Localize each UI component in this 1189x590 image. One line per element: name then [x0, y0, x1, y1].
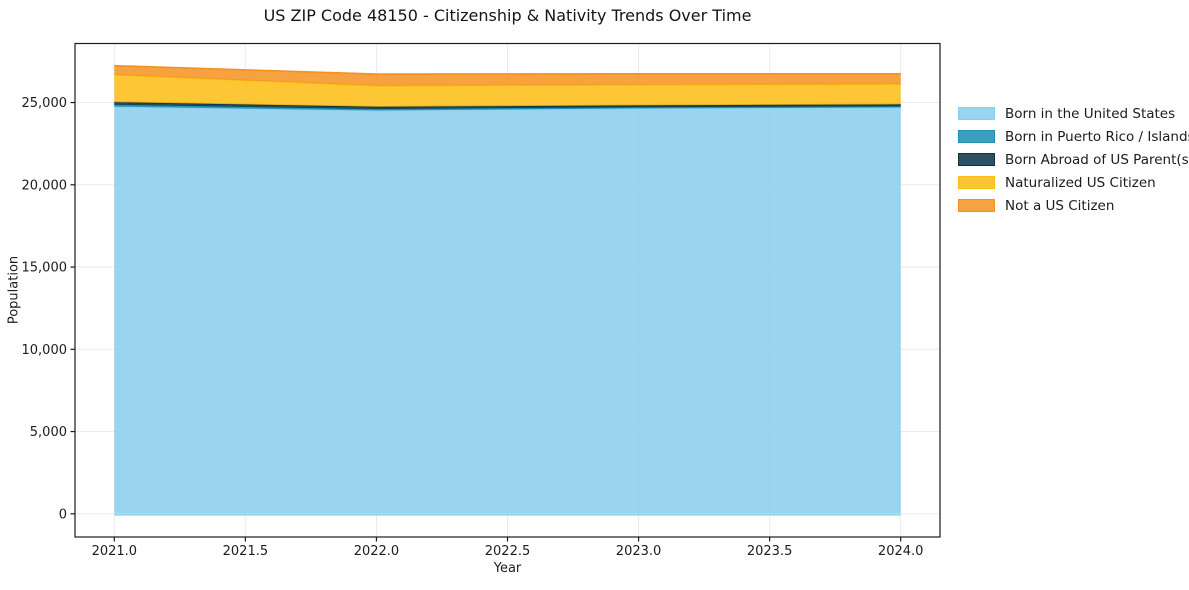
- y-tick-label: 0: [59, 507, 67, 522]
- x-tick-label: 2021.0: [92, 544, 138, 559]
- y-tick-label: 5,000: [30, 425, 67, 440]
- y-tick-label: 15,000: [22, 261, 68, 276]
- x-tick-label: 2022.0: [354, 544, 400, 559]
- area-naturalized: [114, 74, 901, 107]
- y-tick-label: 10,000: [22, 343, 68, 358]
- area-born-abroad: [114, 102, 901, 109]
- legend-swatch-born-us: [958, 107, 995, 120]
- legend-label-born-us: Born in the United States: [1005, 105, 1176, 122]
- legend-label-born-pr: Born in Puerto Rico / Islands: [1005, 128, 1189, 145]
- x-tick-label: 2023.0: [616, 544, 662, 559]
- legend-item-born-pr: Born in Puerto Rico / Islands: [958, 125, 1189, 148]
- legend-swatch-born-abroad: [958, 153, 995, 166]
- x-tick-label: 2024.0: [878, 544, 924, 559]
- area-not-citizen: [114, 65, 901, 86]
- x-tick-label: 2021.5: [223, 544, 269, 559]
- legend-swatch-naturalized: [958, 176, 995, 189]
- legend-swatch-born-pr: [958, 130, 995, 143]
- x-axis-label: Year: [493, 561, 522, 576]
- x-tick-label: 2023.5: [747, 544, 793, 559]
- area-born-us: [114, 106, 901, 514]
- legend-item-born-us: Born in the United States: [958, 102, 1189, 125]
- x-tick-label: 2022.5: [485, 544, 531, 559]
- legend-label-born-abroad: Born Abroad of US Parent(s): [1005, 151, 1189, 168]
- legend-label-not-citizen: Not a US Citizen: [1005, 197, 1115, 214]
- area-edge-not-citizen: [114, 64, 901, 75]
- area-born-pr: [114, 104, 901, 111]
- legend-item-naturalized: Naturalized US Citizen: [958, 171, 1189, 194]
- chart-title: US ZIP Code 48150 - Citizenship & Nativi…: [263, 6, 752, 25]
- legend-item-not-citizen: Not a US Citizen: [958, 194, 1189, 217]
- legend-swatch-not-citizen: [958, 199, 995, 212]
- legend-item-born-abroad: Born Abroad of US Parent(s): [958, 148, 1189, 171]
- legend: Born in the United States Born in Puerto …: [958, 102, 1189, 217]
- legend-label-naturalized: Naturalized US Citizen: [1005, 174, 1156, 191]
- y-axis-label: Population: [6, 255, 22, 325]
- y-tick-label: 25,000: [22, 96, 68, 111]
- y-tick-label: 20,000: [22, 178, 68, 193]
